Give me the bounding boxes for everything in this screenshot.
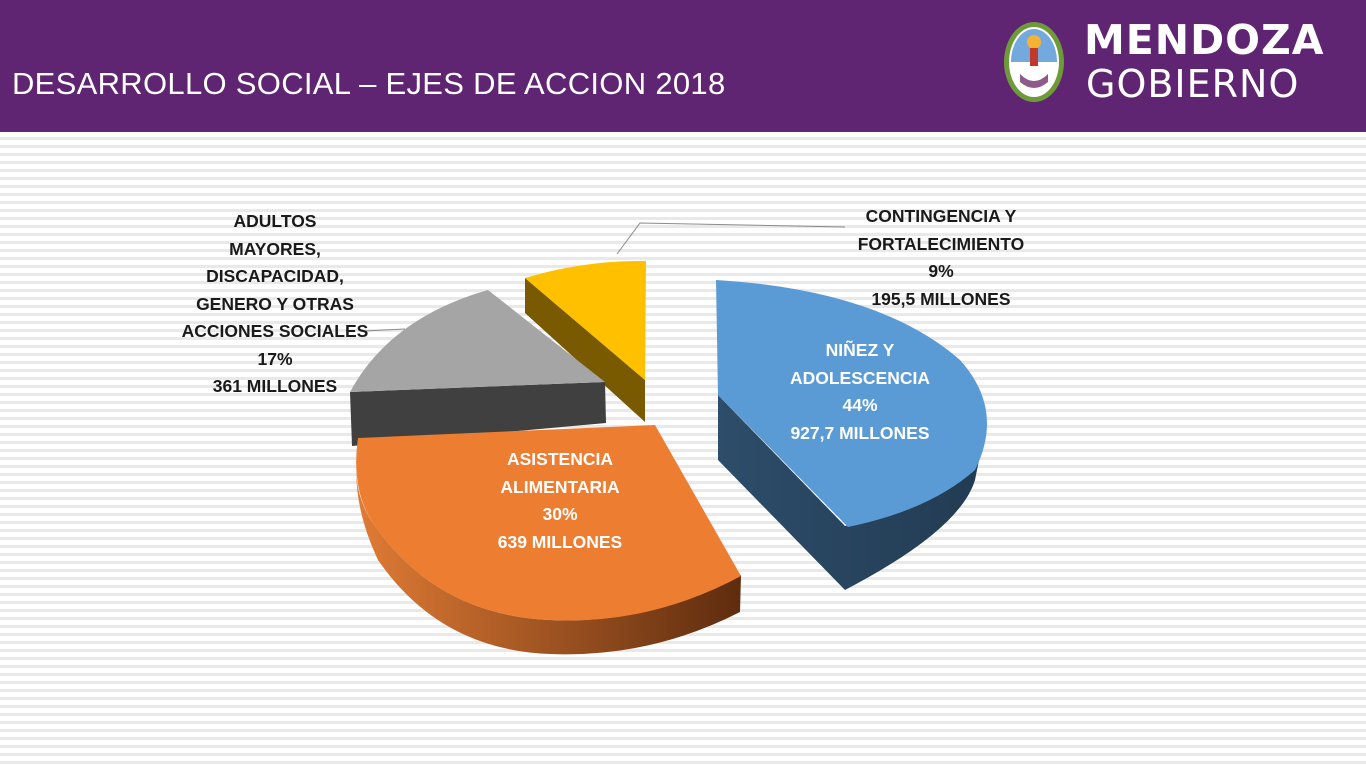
slice-label-asistencia: ASISTENCIA ALIMENTARIA 30% 639 MILLONES (497, 449, 623, 552)
logo-text-mendoza: MENDOZA (1084, 16, 1325, 64)
pie-slice-contingencia (525, 260, 646, 380)
pie-slice-adultos-side (350, 382, 606, 446)
slide-background (0, 132, 1366, 768)
slide-header: DESARROLLO SOCIAL – EJES DE ACCION 2018 … (0, 0, 1366, 132)
leader-line-contingencia (616, 222, 846, 255)
slice-label-contingencia: CONTINGENCIA Y FORTALECIMIENTO 9% 195,5 … (857, 206, 1025, 309)
page-title: DESARROLLO SOCIAL – EJES DE ACCION 2018 (12, 66, 726, 101)
pie-slice-adultos (350, 290, 605, 392)
pie-slice-ninez (716, 280, 987, 527)
pie-slice-ninez-side (718, 395, 984, 590)
mendoza-coat-of-arms-icon (1004, 22, 1064, 102)
mendoza-gobierno-logo: MENDOZA GOBIERNO (1000, 12, 1330, 108)
leader-line-adultos (363, 328, 406, 332)
slice-label-adultos: ADULTOS MAYORES, DISCAPACIDAD, GENERO Y … (181, 211, 369, 396)
pie-slice-contingencia-side (525, 278, 645, 422)
pie-slice-asistencia (356, 425, 741, 621)
logo-text-gobierno: GOBIERNO (1086, 62, 1300, 106)
pie-slice-asistencia-side (356, 448, 741, 655)
slice-label-ninez: NIÑEZ Y ADOLESCENCIA 44% 927,7 MILLONES (789, 340, 930, 443)
